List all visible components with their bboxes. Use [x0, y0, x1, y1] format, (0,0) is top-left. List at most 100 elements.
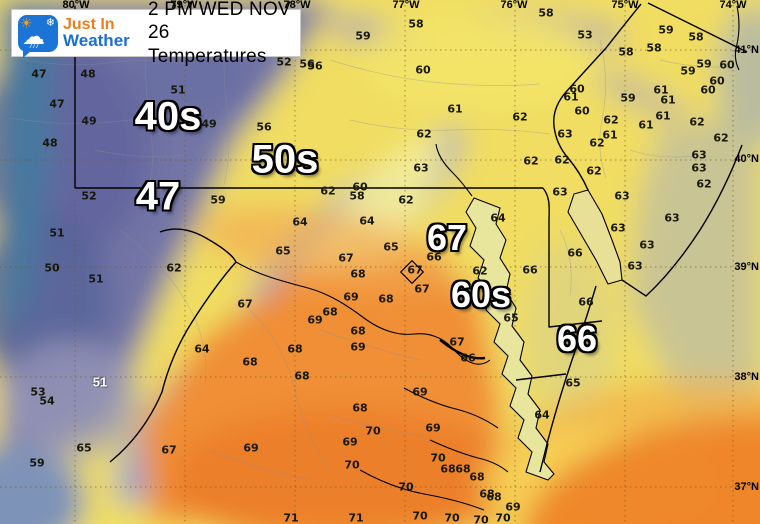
station-temp: 68 — [469, 470, 485, 484]
station-temp: 60 — [719, 58, 735, 72]
station-temp: 71 — [283, 511, 299, 524]
zone-label: 40s — [134, 94, 202, 139]
station-temp: 61 — [660, 93, 676, 107]
station-temp: 59 — [355, 29, 371, 43]
station-temp: 70 — [495, 511, 511, 524]
station-temp: 62 — [713, 131, 729, 145]
station-temp: 62 — [320, 184, 336, 198]
longitude-label: 77°W — [392, 0, 420, 11]
rivers — [235, 5, 740, 511]
station-temp: 69 — [412, 385, 428, 399]
station-temp: 70 — [412, 509, 428, 523]
sun-icon: ☀ — [20, 14, 33, 31]
longitude-label: 80°W — [62, 0, 90, 11]
station-temp: 60 — [574, 104, 590, 118]
station-temp: 60 — [709, 74, 725, 88]
station-temp: 70 — [398, 480, 414, 494]
station-temp: 62 — [689, 115, 705, 129]
station-temp: 63 — [557, 127, 573, 141]
station-temp: 59 — [658, 23, 674, 37]
station-temp: 48 — [80, 67, 96, 81]
station-temp: 59 — [696, 57, 712, 71]
station-temp: 70 — [365, 424, 381, 438]
latitude-label: 37°N — [734, 481, 759, 493]
latitude-label: 40°N — [734, 153, 759, 165]
station-temp: 61 — [653, 83, 669, 97]
station-temp: 69 — [505, 500, 521, 514]
station-temp: 62 — [589, 136, 605, 150]
longitude-label: 79°W — [170, 0, 198, 11]
zone-label: 60s — [450, 274, 512, 315]
longitude-label: 78°W — [283, 0, 311, 11]
logo: ☀ ❄ ☁ /// Just In Weather — [18, 14, 142, 58]
station-temp: 58 — [538, 6, 554, 20]
station-temp: 67 — [407, 263, 423, 277]
station-temp: 70 — [473, 513, 489, 524]
station-temp: 68 — [242, 355, 258, 369]
state-borders — [74, 2, 748, 473]
station-temp: 58 — [688, 30, 704, 44]
station-temp: 66 — [522, 263, 538, 277]
station-temp: 49 — [81, 114, 97, 128]
station-temp: 63 — [664, 211, 680, 225]
station-temp: 61 — [563, 90, 579, 104]
rain-icon: /// — [30, 40, 40, 50]
station-temp: 64 — [490, 211, 506, 225]
station-temp: 59 — [29, 456, 45, 470]
station-temp: 62 — [696, 177, 712, 191]
station-temp: 61 — [447, 102, 463, 116]
station-temp: 59 — [210, 193, 226, 207]
station-temp: 69 — [350, 340, 366, 354]
station-temp: 68 — [287, 342, 303, 356]
station-temp: 62 — [586, 164, 602, 178]
station-temp: 69 — [307, 313, 323, 327]
longitude-label: 74°W — [719, 0, 747, 11]
station-temp: 64 — [534, 408, 550, 422]
station-temp: 66 — [567, 246, 583, 260]
station-temp: 63 — [691, 161, 707, 175]
station-temp: 58 — [349, 189, 365, 203]
station-temp: 59 — [680, 64, 696, 78]
snowflake-icon: ❄ — [45, 16, 55, 29]
station-temp: 71 — [348, 511, 364, 524]
logo-line2: Weather — [63, 30, 130, 50]
station-temp: 67 — [338, 251, 354, 265]
station-temp: 58 — [646, 41, 662, 55]
station-temp: 58 — [618, 45, 634, 59]
station-temp: 67 — [237, 297, 253, 311]
station-temp: 62 — [603, 113, 619, 127]
station-temp: 66 — [426, 250, 442, 264]
cloud-icon: ☁ — [22, 22, 45, 49]
station-temp: 68 — [455, 462, 471, 476]
station-temp: 62 — [398, 193, 414, 207]
station-temp: 63 — [614, 189, 630, 203]
station-temp: 69 — [342, 435, 358, 449]
station-temp: 70 — [444, 511, 460, 524]
title-variable: Temperatures — [148, 45, 267, 67]
longitude-label: 75°W — [611, 0, 639, 11]
station-temp: 59 — [620, 91, 636, 105]
station-temp: 53 — [30, 385, 46, 399]
station-temp: 52 — [276, 55, 292, 69]
station-temp: 68 — [486, 490, 502, 504]
station-temp: 49 — [201, 117, 217, 131]
station-temp: 62 — [166, 261, 182, 275]
station-temp: 65 — [383, 240, 399, 254]
latitude-label: 39°N — [734, 261, 759, 273]
station-temp: 70 — [430, 451, 446, 465]
station-temp: 69 — [425, 421, 441, 435]
station-temp: 54 — [39, 394, 55, 408]
map-title: 2 PM WED NOV 26 Temperatures — [148, 0, 294, 68]
station-temp: 67 — [414, 282, 430, 296]
station-temp: 51 — [88, 272, 104, 286]
station-temp: 68 — [378, 292, 394, 306]
station-temp: 52 — [81, 189, 97, 203]
zone-label: 47 — [135, 174, 181, 219]
station-temp: 51 — [170, 83, 186, 97]
zone-label: 50s — [251, 137, 319, 182]
title-datetime: 2 PM WED NOV 26 — [148, 0, 291, 44]
longitude-label: 76°W — [500, 0, 528, 11]
station-temp: 65 — [503, 311, 519, 325]
zone-label: 67 — [426, 217, 468, 258]
